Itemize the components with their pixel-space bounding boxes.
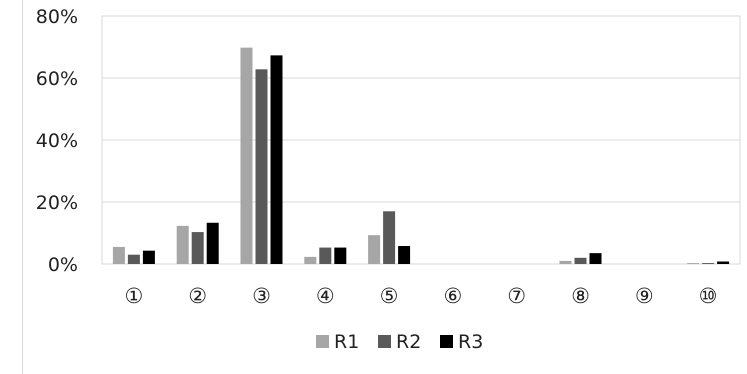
legend-swatch-r2 xyxy=(378,335,391,348)
x-axis-category-labels: ① ② ③ ④ ⑤ ⑥ ⑦ ⑧ ⑨ ⑩ xyxy=(124,284,717,308)
legend-swatch-r3 xyxy=(440,335,453,348)
y-tick-label: 20% xyxy=(36,192,78,214)
bar-r1-1 xyxy=(112,246,125,264)
bar-series xyxy=(112,47,730,265)
left-frame-border xyxy=(22,0,23,374)
bar-r2-2 xyxy=(191,232,204,264)
bar-r1-2 xyxy=(176,225,189,264)
y-tick-label: 60% xyxy=(36,68,78,90)
x-category-label: ③ xyxy=(252,284,271,308)
bar-r3-3 xyxy=(270,55,283,265)
x-category-label: ⑦ xyxy=(507,284,526,308)
y-axis-tick-labels: 0% 20% 40% 60% 80% xyxy=(36,6,78,276)
x-category-label: ① xyxy=(124,284,143,308)
x-category-label: ⑩ xyxy=(699,284,718,308)
x-category-label: ⑥ xyxy=(443,284,462,308)
x-category-label: ⑧ xyxy=(571,284,590,308)
bar-r1-4 xyxy=(304,256,317,264)
x-category-label: ⑤ xyxy=(380,284,399,308)
x-category-label: ② xyxy=(188,284,207,308)
bar-r2-5 xyxy=(383,211,396,264)
legend: R1 R2 R3 xyxy=(316,331,483,353)
bar-r3-8 xyxy=(589,253,602,264)
bar-r2-1 xyxy=(127,254,140,264)
bar-r3-1 xyxy=(142,250,155,264)
y-tick-label: 80% xyxy=(36,6,78,28)
bar-r2-8 xyxy=(574,257,587,264)
plot-area-border xyxy=(101,15,741,265)
bar-r3-10 xyxy=(717,261,730,264)
bar-r1-10 xyxy=(687,263,700,264)
bar-r3-2 xyxy=(206,222,219,264)
x-category-label: ④ xyxy=(316,284,335,308)
bar-r1-5 xyxy=(368,235,381,264)
bar-r3-5 xyxy=(398,246,411,264)
legend-label-r3: R3 xyxy=(458,331,483,353)
bar-r1-8 xyxy=(559,260,572,264)
legend-swatch-r1 xyxy=(316,335,329,348)
bar-r3-4 xyxy=(334,247,347,264)
bar-r2-10 xyxy=(702,263,715,264)
bar-r2-3 xyxy=(255,69,268,264)
bar-r1-3 xyxy=(240,47,253,265)
bar-r2-4 xyxy=(319,247,332,264)
x-category-label: ⑨ xyxy=(635,284,654,308)
y-tick-label: 40% xyxy=(36,130,78,152)
gridlines xyxy=(101,15,741,265)
y-tick-label: 0% xyxy=(48,254,78,276)
legend-label-r2: R2 xyxy=(396,331,421,353)
legend-label-r1: R1 xyxy=(334,331,359,353)
